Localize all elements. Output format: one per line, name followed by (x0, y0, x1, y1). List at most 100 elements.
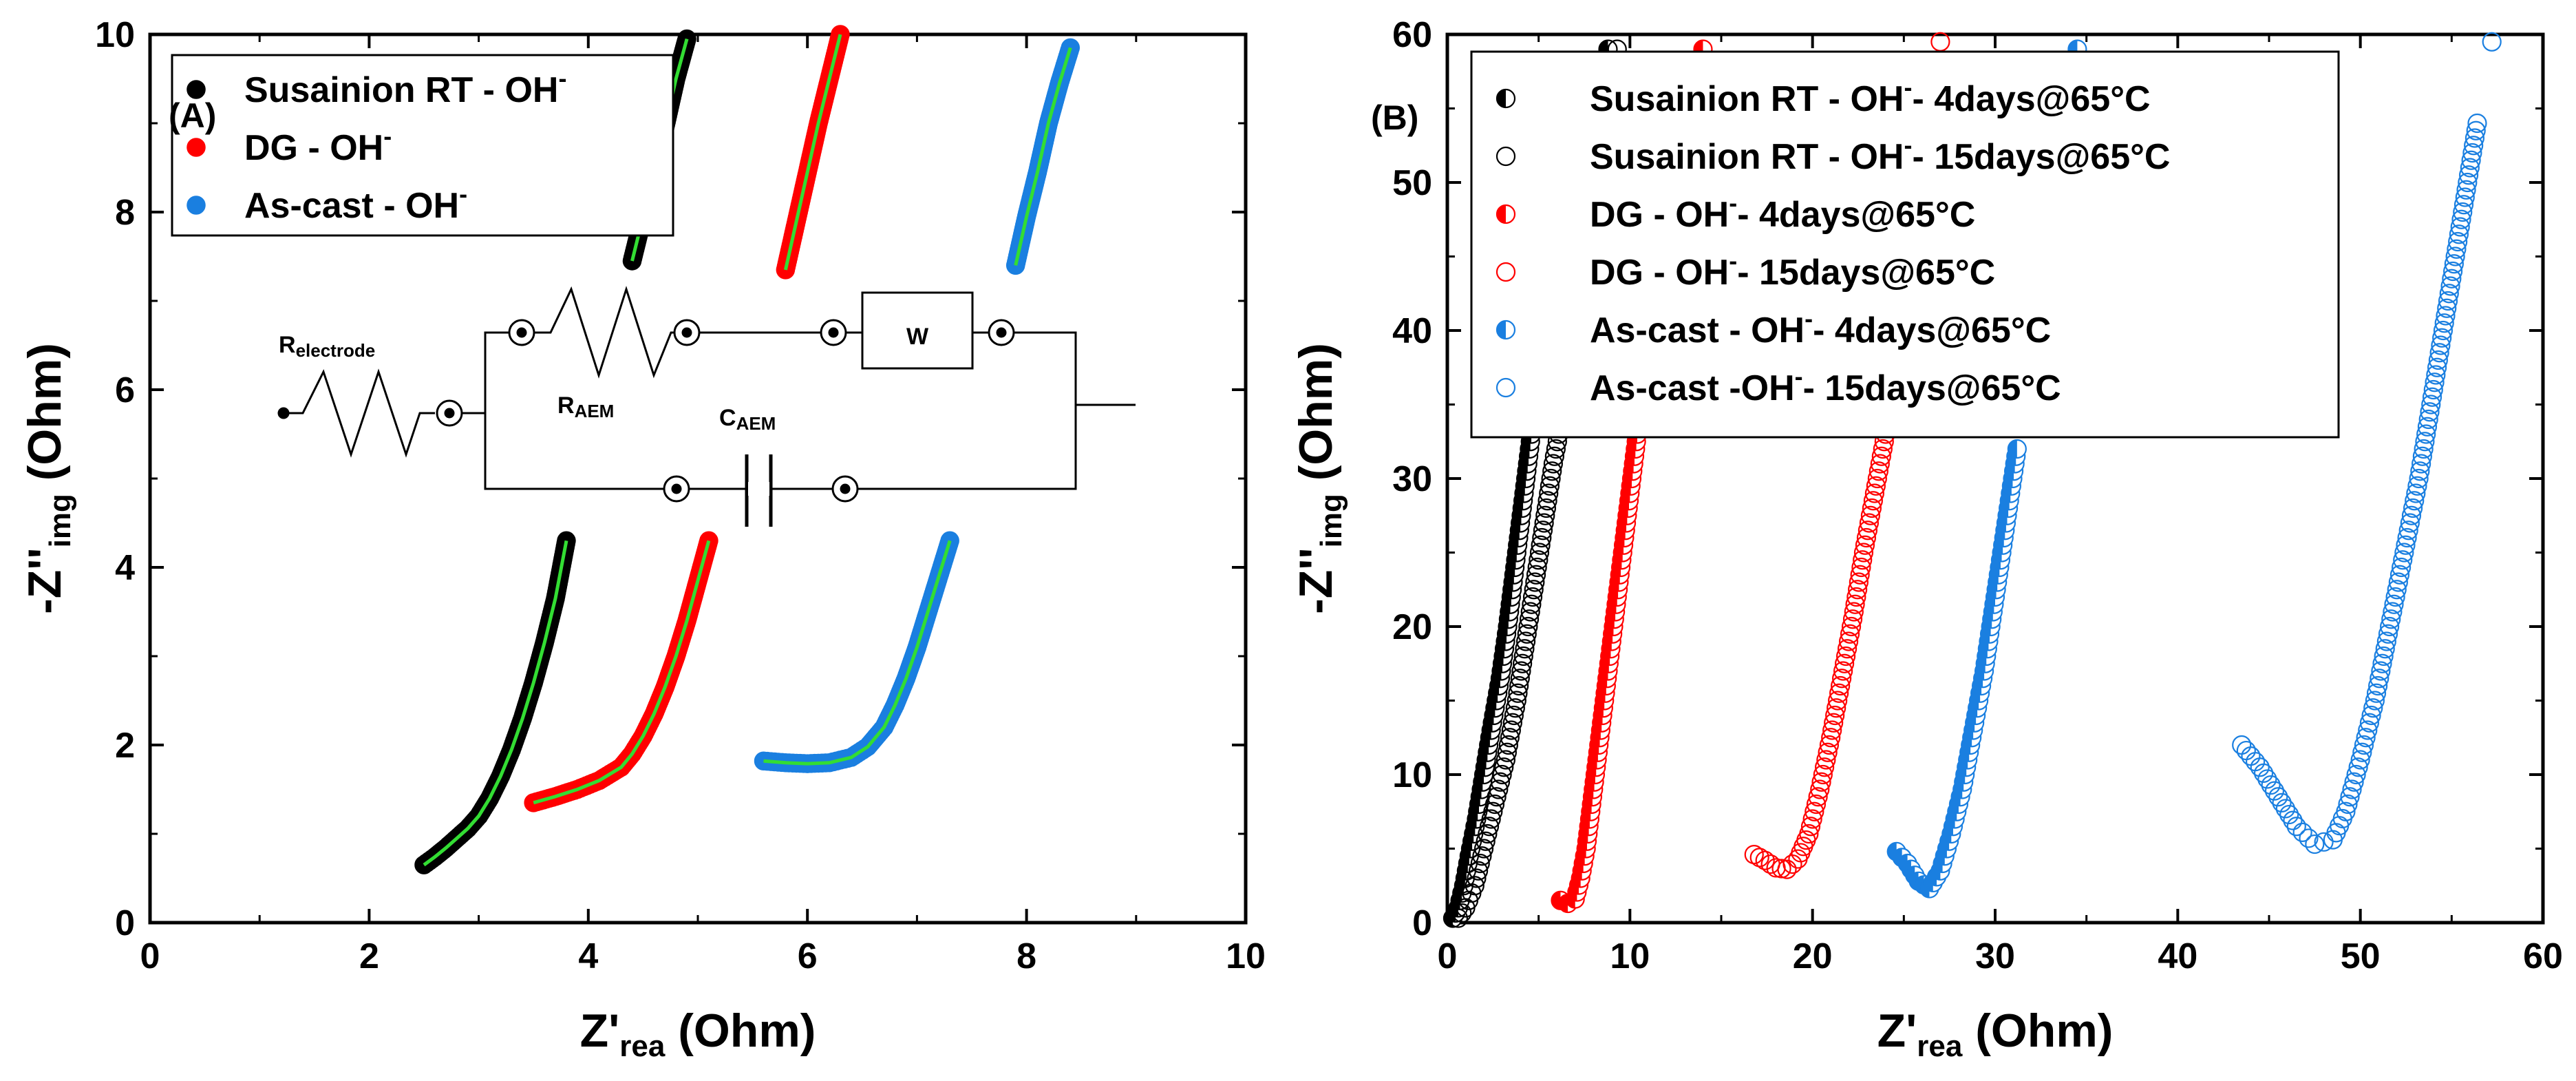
panel-b-series-5-point (2342, 779, 2362, 799)
panel-b-series-5-point (2393, 550, 2413, 570)
panel-b-series-5-point (2370, 669, 2389, 689)
panel-b-series-1-point (1534, 513, 1554, 533)
panel-a-series-1-fit-line (783, 34, 842, 271)
panel-b-series-5-point (2450, 217, 2470, 237)
panel-b-series-1-point (1509, 675, 1529, 696)
panel-a-legend-marker-2 (187, 196, 206, 215)
panel-b-series-3-point (1813, 764, 1833, 785)
panel-b-series-1-point (1522, 594, 1542, 614)
panel-b-series-3-point (1845, 594, 1865, 614)
panel-b-series-5-point (2352, 742, 2372, 762)
panel-b-series-5-point (2286, 817, 2306, 837)
panel-b-series-1-point (1518, 616, 1538, 637)
equivalent-circuit-inset (277, 286, 1136, 527)
panel-b-series-5-point (2368, 675, 2388, 696)
panel-b-series-3-point (1860, 505, 1881, 525)
panel-b-series-3-point (1871, 446, 1891, 466)
panel-b-series-5-point (2405, 491, 2425, 511)
panel-b-series-1-point (1476, 831, 1495, 851)
panel-b-series-3-point (1808, 787, 1828, 807)
panel-a-legend-label-1: DG - OH- (244, 122, 392, 168)
panel-b-series-3-point (1835, 646, 1856, 667)
panel-b-series-1-point (1525, 572, 1545, 592)
panel-b-series-5-point (2460, 158, 2480, 178)
panel-b-series-5-point (2417, 417, 2438, 437)
panel-b-series-5-point (2422, 387, 2442, 407)
panel-a-series-1 (524, 25, 850, 812)
electrode-resistor (284, 368, 435, 458)
panel-b-series-5-point (2421, 395, 2441, 414)
panel-b-series-3-point (1835, 653, 1855, 673)
panel-b-axes: 0 10 20 30 40 50 60 0 10 20 30 40 50 60 (1392, 15, 2563, 976)
panel-b-series-5-point (2410, 461, 2430, 481)
panel-b-series-5-point (2467, 113, 2487, 134)
panel-b-series-5-point (2444, 254, 2464, 274)
panel-b-series-1-point (1469, 861, 1489, 881)
panel-b-series-1-point (1511, 661, 1531, 681)
panel-b-y-tick-label: 60 (1392, 15, 1432, 55)
panel-a-x-axis-title: Z'rea (Ohm) (580, 1005, 816, 1063)
panel-b-series-5-point (2429, 343, 2449, 363)
panel-a-y-tick-label: 10 (95, 15, 135, 55)
panel-b-series-3-point (1749, 848, 1769, 868)
panel-b-series-5-point (2443, 261, 2463, 282)
panel-b-series-3-point (1862, 498, 1882, 518)
panel-b-series-5-point (2440, 276, 2460, 296)
panel-b-series-5-point (2465, 128, 2485, 148)
panel-b-series-3-point (1827, 698, 1846, 718)
panel-b-legend-marker-4-fill (1497, 321, 1506, 339)
panel-b-series-1-point (1494, 757, 1514, 777)
panel-b-series-3-point (1864, 483, 1884, 503)
panel-b-series-1-point (1531, 535, 1551, 555)
panel-b-chart: 0 10 20 30 40 50 60 0 10 20 30 40 50 60 Susainion RT … (1290, 15, 2563, 1063)
panel-b-x-tick-label: 60 (2523, 936, 2563, 976)
panel-b-series-3-point (1850, 565, 1870, 585)
panel-a-y-tick-label: 6 (115, 370, 135, 410)
panel-b-series-5-point (2453, 202, 2473, 222)
panel-b-series-1-point (1527, 557, 1547, 578)
panel-b-series-5-point (2359, 713, 2380, 733)
panel-a-legend-label-2: As-cast - OH- (244, 180, 467, 226)
panel-b-series-5-point (2236, 740, 2256, 761)
panel-b-series-5-point (2387, 580, 2407, 600)
panel-b-series-5-point (2396, 535, 2416, 555)
panel-b-series-5-point (2451, 209, 2471, 229)
panel-b-legend-label-3: DG - OH-- 15days@65°C (1590, 246, 1995, 293)
panel-a-legend-box (171, 54, 674, 237)
panel-b-series-3-point (1755, 850, 1775, 870)
panel-b-series-5-point (2401, 505, 2422, 525)
panel-b-series-4 (1886, 39, 2087, 899)
panel-b-x-tick-label: 10 (1610, 936, 1650, 976)
panel-b-series-3-point (1838, 631, 1859, 651)
panel-a-series-1-point (699, 531, 718, 551)
panel-a-y-tick-label: 4 (115, 548, 135, 588)
panel-b-series-5-point (2437, 298, 2457, 318)
panel-b-series-3-point (1831, 675, 1851, 696)
panel-b-legend-marker-4 (1495, 319, 1516, 340)
panel-b-series-5-point (2407, 476, 2427, 496)
panel-b-legend-label-4: As-cast - OH-- 4days@65°C (1590, 304, 2051, 350)
panel-b-series-3-point (1856, 527, 1877, 548)
panel-b-series-5-point (2272, 793, 2292, 812)
panel-b-series-5-point (2344, 772, 2364, 792)
panel-b-y-tick-label: 50 (1392, 163, 1432, 203)
capacitor-gap (748, 482, 769, 496)
panel-b-series-5-point (2261, 775, 2281, 795)
panel-b-series-1-point (1532, 527, 1552, 548)
panel-b-series-3-point (1819, 735, 1840, 755)
panel-b-series-5-point (2425, 372, 2445, 392)
panel-b-series-5-point (2283, 810, 2303, 830)
panel-b-series-3-point (1867, 468, 1887, 489)
panel-b-series-5-point (2442, 269, 2462, 288)
panel-b-series-5-point (2264, 781, 2285, 801)
panel-b-series-1-point (1501, 720, 1521, 740)
panel-b-series-3-point (1848, 580, 1868, 600)
panel-b-y-tick-label: 0 (1412, 903, 1432, 943)
panel-b-series-3-point (1824, 713, 1844, 733)
panel-b-series-5-point (2372, 653, 2392, 673)
panel-b-series-5-point (2466, 120, 2486, 140)
panel-b-series-3-point (1829, 683, 1849, 703)
panel-b-series-3-point (1858, 521, 1878, 540)
panel-a-axes: 0 2 4 6 8 10 0 2 4 6 8 10 (95, 15, 1266, 976)
